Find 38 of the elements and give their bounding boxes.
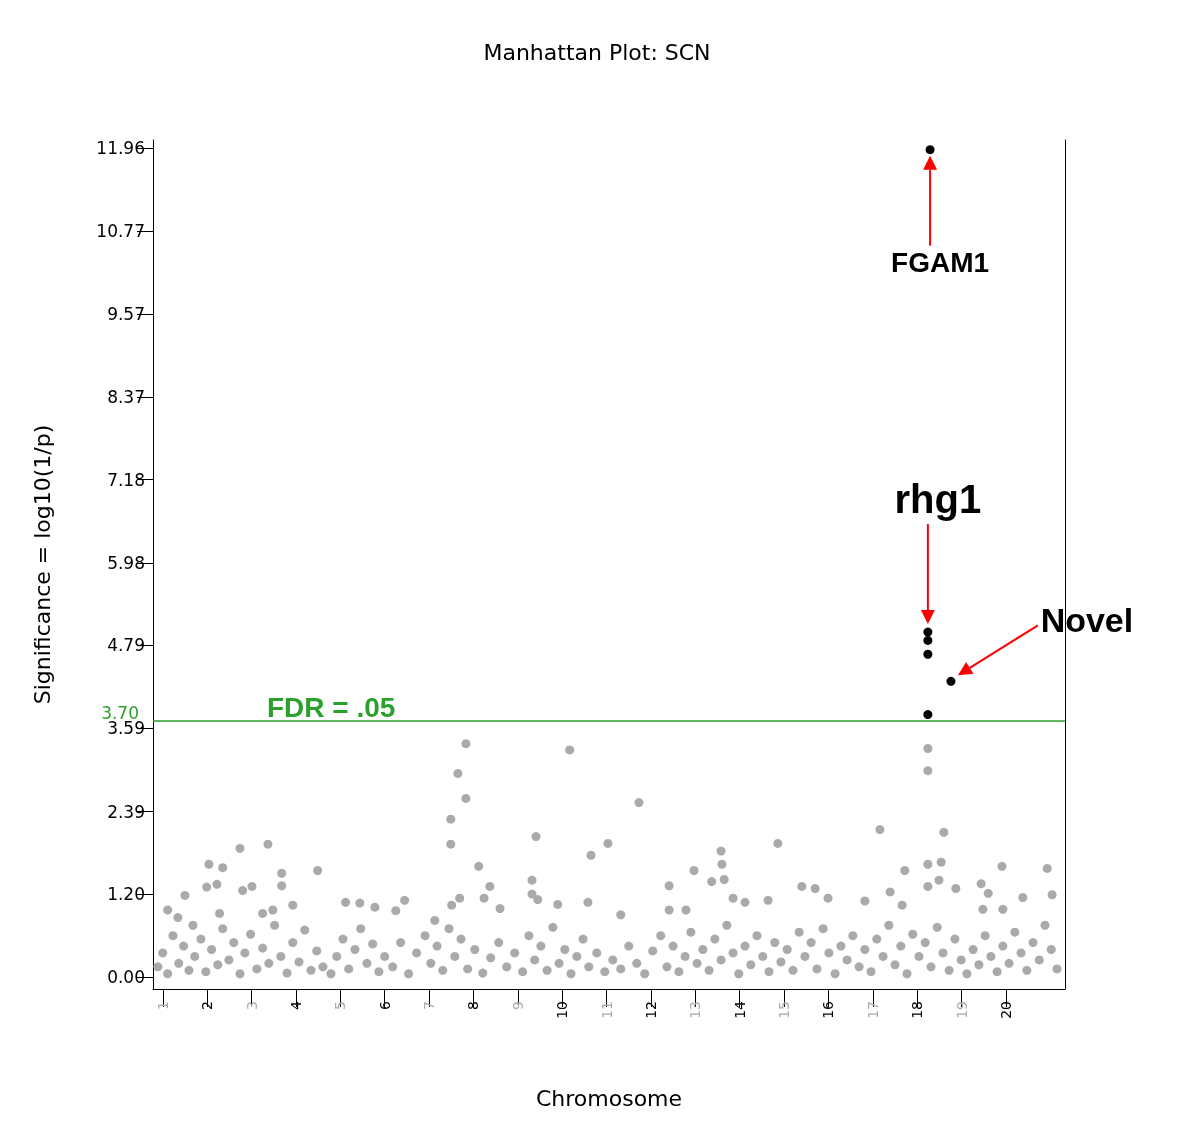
x-tick-label: 9 — [509, 1001, 526, 1010]
x-tick-label: 3 — [243, 1001, 260, 1010]
y-tick-label: 7.18 — [107, 469, 145, 490]
y-axis-title: Significance = log10(1/p) — [29, 424, 55, 705]
y-tick-label: 5.98 — [107, 552, 145, 573]
y-tick-label: 8.37 — [107, 387, 145, 408]
annotation: rhg1 — [894, 477, 982, 522]
y-tick-label: 1.20 — [107, 884, 145, 905]
x-tick-label: 11 — [598, 1001, 615, 1019]
x-tick-label: 14 — [731, 1000, 748, 1019]
ref-line-label: FDR = .05 — [267, 691, 396, 723]
point — [923, 649, 933, 659]
x-tick-label: 16 — [820, 1000, 837, 1019]
x-tick-label: 20 — [997, 1001, 1014, 1019]
y-tick-label: 11.96 — [96, 138, 145, 159]
x-axis-title: Chromosome — [535, 1085, 683, 1111]
x-tick-label: 7 — [421, 1001, 438, 1010]
point — [923, 635, 933, 645]
y-tick-label: 10.77 — [96, 220, 145, 241]
x-tick-label: 12 — [642, 1001, 659, 1019]
y-tick-label: 9.57 — [107, 303, 145, 324]
x-tick-label: 15 — [776, 1001, 793, 1019]
point — [923, 710, 933, 720]
x-tick-label: 18 — [909, 1001, 926, 1019]
x-tick-label: 17 — [864, 1001, 881, 1019]
annotation: FGAM1 — [891, 247, 990, 279]
y-tick-label: 0.00 — [107, 967, 145, 988]
point — [946, 676, 956, 686]
x-tick-label: 8 — [465, 1001, 482, 1010]
x-tick-label: 13 — [687, 1001, 704, 1019]
x-tick-label: 1 — [154, 1001, 171, 1010]
point — [925, 145, 935, 155]
x-tick-label: 19 — [953, 1001, 970, 1019]
chart-title: Manhattan Plot: SCN — [483, 39, 711, 65]
x-tick-label: 5 — [332, 1001, 349, 1010]
x-tick-label: 10 — [554, 1001, 571, 1019]
y-tick-label: 2.39 — [107, 801, 145, 822]
point — [923, 627, 933, 637]
